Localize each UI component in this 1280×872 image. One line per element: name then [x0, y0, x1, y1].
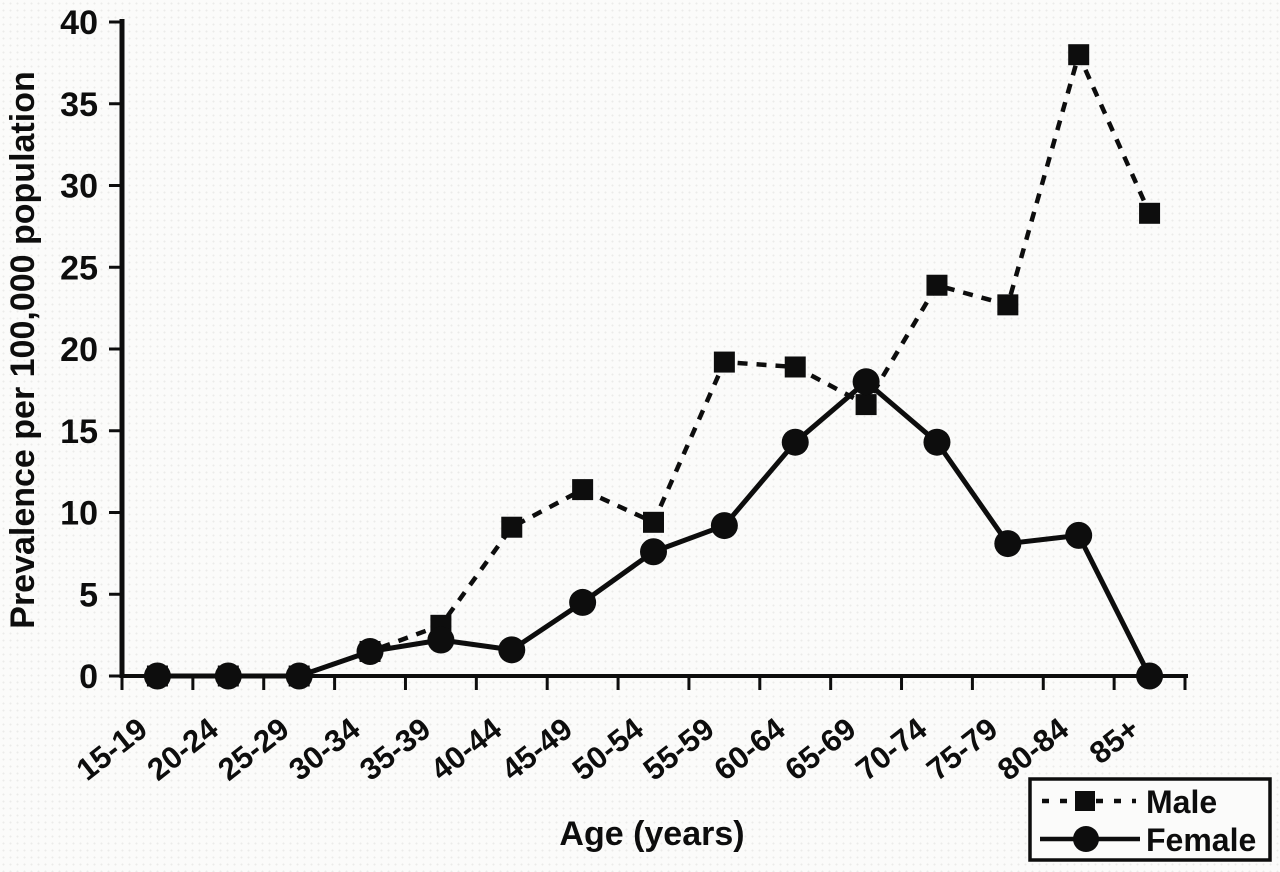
male-marker — [572, 479, 594, 501]
female-marker — [923, 428, 951, 456]
x-tick-label: 25-29 — [211, 711, 295, 787]
x-tick-label: 30-34 — [282, 710, 367, 787]
female-marker — [1065, 521, 1093, 549]
female-marker — [710, 512, 738, 540]
x-tick-label: 60-64 — [708, 710, 793, 787]
male-marker — [784, 356, 806, 378]
x-tick-label: 35-39 — [353, 711, 437, 787]
x-tick-label: 65-69 — [778, 711, 862, 787]
male-marker — [713, 351, 735, 373]
y-tick-label: 5 — [79, 576, 98, 614]
female-marker — [569, 588, 597, 616]
male-marker — [926, 274, 948, 296]
legend-label-male: Male — [1146, 784, 1217, 820]
y-tick-label: 30 — [60, 168, 98, 206]
x-tick-label: 50-54 — [566, 710, 651, 787]
male-marker — [643, 511, 664, 533]
plot-area: 0 5 10 15 20 25 30 35 40 15-1920-2425-2930-3435-3… — [60, 4, 1187, 787]
male-marker — [1139, 202, 1161, 224]
y-axis-title: Prevalence per 100,000 population — [4, 71, 42, 628]
y-tick-label: 25 — [60, 249, 98, 287]
x-tick-label: 80-84 — [991, 710, 1076, 787]
legend: Male Female — [1028, 777, 1272, 862]
male-marker — [501, 516, 523, 538]
y-tick-label: 35 — [60, 86, 98, 124]
x-tick-label: 45-49 — [495, 711, 579, 787]
legend-female-circle-marker — [1073, 826, 1099, 852]
male-marker — [855, 394, 877, 416]
male-marker — [1068, 44, 1090, 66]
y-tick-label: 40 — [60, 4, 98, 42]
y-tick-label: 20 — [60, 331, 98, 369]
female-marker — [427, 626, 455, 654]
x-tick-label: 20-24 — [141, 710, 226, 787]
female-marker — [498, 636, 526, 664]
y-tick-label: 0 — [79, 658, 98, 696]
female-marker — [640, 538, 667, 566]
x-tick-label: 15-19 — [70, 711, 154, 787]
x-tick-label: 85+ — [1083, 711, 1146, 771]
legend-box — [1028, 777, 1272, 862]
female-marker — [781, 428, 809, 456]
x-tick-label: 40-44 — [424, 710, 509, 787]
male-marker — [997, 294, 1019, 316]
female-marker — [356, 637, 384, 665]
legend-male-square-marker — [1075, 791, 1095, 811]
male-series-line — [157, 52, 1152, 679]
female-marker — [852, 368, 880, 396]
x-tick-label: 55-59 — [637, 711, 721, 787]
x-tick-label: 75-79 — [920, 711, 1004, 787]
female-marker — [994, 530, 1022, 558]
y-tick-label: 10 — [60, 495, 98, 533]
y-tick-label: 15 — [60, 413, 98, 451]
x-axis-title: Age (years) — [559, 815, 744, 853]
legend-label-female: Female — [1146, 822, 1256, 858]
x-tick-label: 70-74 — [849, 710, 934, 787]
